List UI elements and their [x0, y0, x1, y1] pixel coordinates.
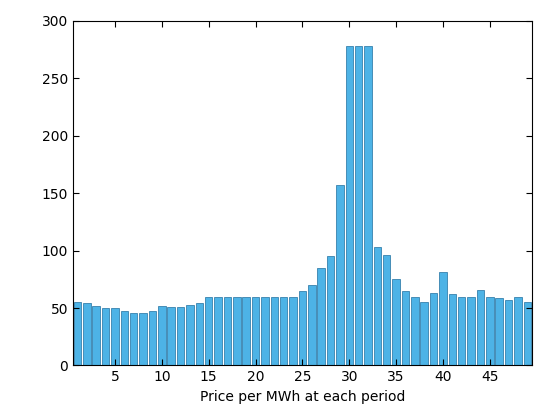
Bar: [280, 297, 287, 365]
Bar: [468, 297, 475, 365]
Bar: [383, 255, 390, 365]
Bar: [167, 307, 175, 365]
Bar: [327, 256, 334, 365]
Bar: [336, 185, 344, 365]
Bar: [252, 297, 259, 365]
Bar: [92, 306, 100, 365]
Bar: [346, 46, 353, 365]
Bar: [290, 297, 297, 365]
Bar: [120, 312, 128, 365]
Bar: [233, 297, 241, 365]
Bar: [421, 302, 428, 365]
Bar: [430, 293, 437, 365]
Bar: [393, 279, 400, 365]
X-axis label: Price per MWh at each period: Price per MWh at each period: [200, 390, 405, 404]
Bar: [111, 308, 119, 365]
Bar: [298, 291, 306, 365]
Bar: [477, 290, 484, 365]
Bar: [486, 297, 493, 365]
Bar: [318, 268, 325, 365]
Bar: [214, 297, 222, 365]
Bar: [514, 297, 522, 365]
Bar: [374, 247, 381, 365]
Bar: [505, 300, 512, 365]
Bar: [261, 297, 269, 365]
Bar: [242, 297, 250, 365]
Bar: [83, 303, 91, 365]
Bar: [308, 285, 315, 365]
Bar: [130, 312, 137, 365]
Bar: [177, 307, 184, 365]
Bar: [449, 294, 456, 365]
Bar: [223, 297, 231, 365]
Bar: [411, 297, 419, 365]
Bar: [195, 303, 203, 365]
Bar: [458, 297, 465, 365]
Bar: [158, 306, 166, 365]
Bar: [364, 46, 372, 365]
Bar: [139, 312, 147, 365]
Bar: [102, 308, 109, 365]
Bar: [149, 312, 156, 365]
Bar: [186, 304, 194, 365]
Bar: [439, 273, 447, 365]
Bar: [402, 291, 409, 365]
Bar: [205, 297, 212, 365]
Bar: [74, 302, 81, 365]
Bar: [355, 46, 362, 365]
Bar: [524, 302, 531, 365]
Bar: [496, 298, 503, 365]
Bar: [270, 297, 278, 365]
